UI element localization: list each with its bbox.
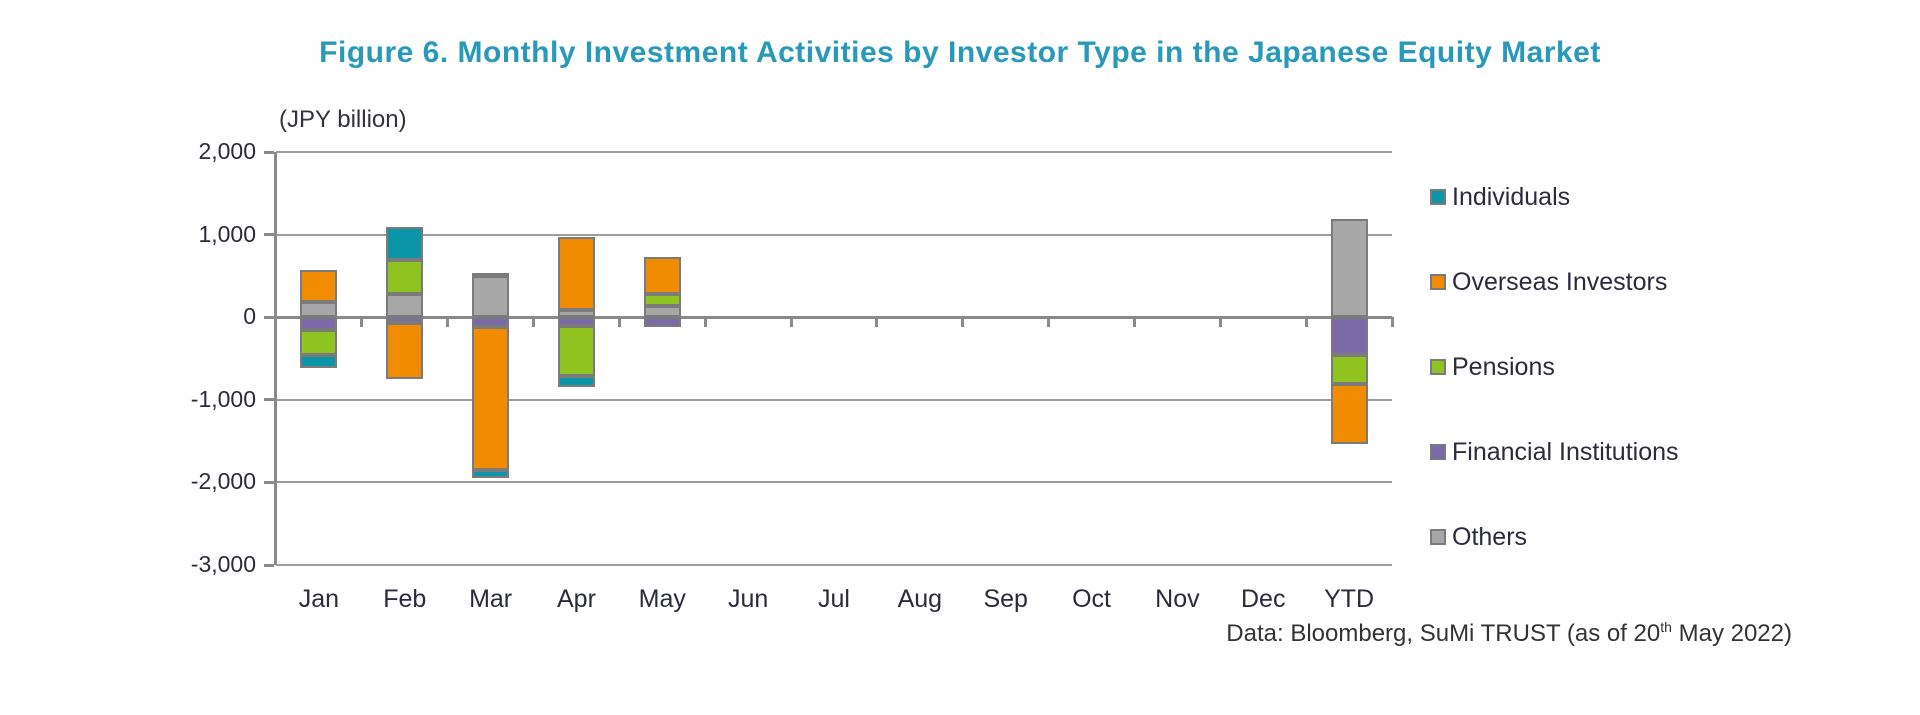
y-axis-label--3000: -3,000 (190, 551, 256, 577)
legend-item-individuals: Individuals (1430, 183, 1570, 211)
zero-axis-line (276, 315, 1392, 319)
bar-segment-pensions-feb (386, 260, 424, 295)
category-tick (1218, 317, 1222, 328)
bar-segment-pensions-may (643, 293, 681, 306)
category-tick (1132, 317, 1136, 328)
y-axis-tick (264, 480, 274, 484)
x-axis-label-sep: Sep (983, 585, 1028, 613)
bar-segment-financial_institutions-mar (472, 317, 510, 327)
category-tick (532, 317, 536, 328)
x-axis-label-oct: Oct (1072, 585, 1111, 613)
category-tick (875, 317, 879, 328)
y-axis-tick (264, 398, 274, 402)
plot-area (264, 150, 1394, 567)
bar-segment-overseas-mar (472, 326, 510, 471)
bar-segment-overseas-feb (386, 322, 424, 379)
x-axis-label-feb: Feb (383, 585, 427, 613)
legend-label-others: Others (1452, 522, 1528, 551)
y-axis-tick (264, 563, 274, 567)
gridline (276, 233, 1392, 236)
bar-segment-financial_institutions-apr (557, 317, 595, 327)
legend-swatch-others (1430, 529, 1446, 545)
category-tick (1390, 317, 1394, 328)
x-axis-label-dec: Dec (1240, 585, 1286, 613)
bar-segment-overseas-apr (557, 236, 595, 311)
y-axis-label--1000: -1,000 (190, 385, 256, 412)
bar-segment-overseas-may (643, 257, 681, 294)
legend-label-individuals: Individuals (1452, 182, 1571, 211)
bar-segment-individuals-mar (472, 470, 510, 478)
legend-item-pensions: Pensions (1430, 353, 1555, 381)
bar-segment-individuals-jan (300, 355, 338, 369)
bar-segment-pensions-jan (300, 330, 338, 356)
bar-segment-financial_institutions-jan (300, 317, 338, 331)
category-tick (446, 317, 450, 328)
y-axis-label-1000: 1,000 (198, 220, 256, 247)
bar-segment-financial_institutions-ytd (1330, 317, 1368, 356)
gridline (276, 398, 1392, 401)
category-tick (1047, 317, 1051, 328)
legend-label-overseas: Overseas Investors (1452, 267, 1668, 296)
category-tick (360, 317, 364, 328)
source-superscript: th (1660, 619, 1672, 635)
bar-segment-individuals-apr (557, 376, 595, 388)
y-axis-tick (264, 233, 274, 237)
x-axis-label-ytd: YTD (1324, 585, 1375, 613)
x-axis-label-nov: Nov (1155, 585, 1200, 613)
legend-swatch-individuals (1430, 189, 1446, 205)
gridline (276, 564, 1392, 566)
source-text-suffix: May 2022) (1671, 620, 1792, 647)
y-axis-label--2000: -2,000 (190, 468, 256, 495)
x-axis-label-aug: Aug (897, 585, 943, 613)
data-source-note: Data: Bloomberg, SuMi TRUST (as of 20th … (1226, 619, 1792, 648)
bar-segment-pensions-apr (557, 326, 595, 377)
y-axis-label-0: 0 (243, 303, 256, 330)
gridline (276, 481, 1392, 484)
bar-segment-others-mar (472, 275, 510, 318)
bar-segment-others-ytd (1330, 219, 1368, 318)
bar-segment-overseas-ytd (1330, 384, 1368, 444)
x-axis-label-apr: Apr (557, 585, 596, 613)
y-axis-tick (264, 315, 274, 319)
legend-swatch-pensions (1430, 359, 1446, 375)
bar-segment-pensions-mar (472, 272, 510, 277)
y-axis-label-2000: 2,000 (198, 138, 256, 164)
legend-item-financial_institutions: Financial Institutions (1430, 438, 1679, 466)
x-axis-label-jul: Jul (818, 585, 850, 613)
y-axis-unit-label: (JPY billion) (279, 106, 407, 133)
category-tick (617, 317, 621, 328)
legend-label-financial_institutions: Financial Institutions (1452, 437, 1679, 466)
bar-segment-pensions-ytd (1330, 355, 1368, 385)
bar-segment-others-may (643, 305, 681, 318)
category-tick (961, 317, 965, 328)
chart-title: Figure 6. Monthly Investment Activities … (319, 36, 1601, 69)
legend-swatch-financial_institutions (1430, 444, 1446, 460)
source-text: Data: Bloomberg, SuMi TRUST (as of 20 (1226, 620, 1661, 647)
x-axis-label-jun: Jun (727, 585, 769, 613)
bar-segment-others-apr (557, 310, 595, 318)
bar-segment-overseas-jan (300, 270, 338, 302)
category-tick (789, 317, 793, 328)
bar-segment-individuals-feb (386, 227, 424, 261)
bar-segment-financial_institutions-feb (386, 317, 424, 323)
legend-item-others: Others (1430, 523, 1527, 551)
bar-segment-others-jan (300, 301, 338, 318)
legend-swatch-overseas (1430, 274, 1446, 290)
bar-segment-others-feb (386, 294, 424, 318)
category-tick (1304, 317, 1308, 328)
legend-item-overseas: Overseas Investors (1430, 268, 1667, 296)
category-tick (703, 317, 707, 328)
x-axis-label-mar: Mar (469, 585, 513, 613)
y-axis-tick (264, 150, 274, 154)
legend-label-pensions: Pensions (1452, 352, 1555, 381)
bar-segment-financial_institutions-may (643, 317, 681, 327)
x-axis-label-may: May (638, 585, 686, 613)
gridline (276, 151, 1392, 153)
y-axis-line (274, 152, 277, 565)
x-axis-label-jan: Jan (298, 585, 340, 613)
